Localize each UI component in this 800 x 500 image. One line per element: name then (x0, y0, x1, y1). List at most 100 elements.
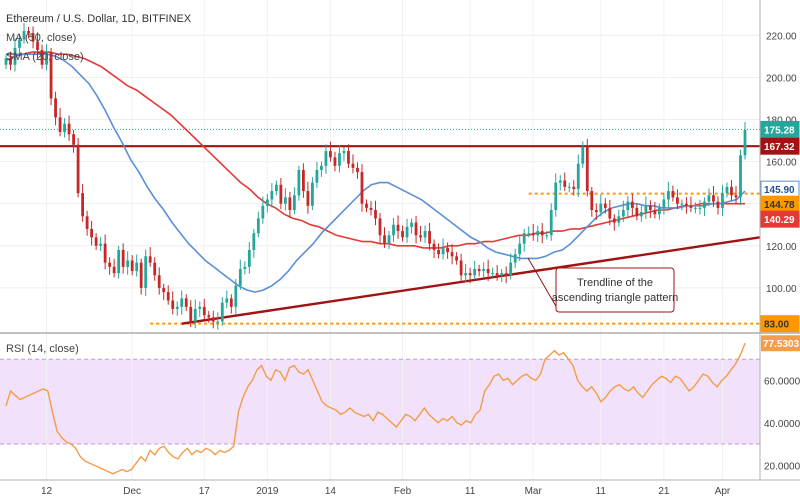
candle-body (617, 216, 621, 223)
candle-body (500, 273, 504, 276)
candle-body (378, 218, 382, 236)
candle-body (725, 186, 729, 194)
candle-body (730, 186, 733, 196)
candle-body (117, 250, 121, 274)
candle-body (198, 306, 202, 309)
candle-body (135, 262, 139, 272)
candle-body (635, 207, 639, 217)
candle-body (716, 201, 720, 208)
candle-body (405, 226, 409, 238)
candle-body (292, 195, 296, 210)
candle-body (112, 266, 116, 274)
candle-body (22, 31, 26, 40)
candle-body (58, 117, 62, 133)
candle-body (666, 191, 670, 200)
candle-body (252, 233, 256, 250)
candle-body (157, 275, 161, 288)
candle-body (653, 210, 657, 215)
candle-body (144, 256, 148, 288)
candle-body (689, 205, 693, 208)
candle-body (180, 298, 184, 307)
candle-body (103, 243, 107, 263)
candle-body (477, 268, 481, 272)
rsi-last-badge (761, 335, 800, 352)
time-tick-label: 12 (41, 486, 53, 497)
candle-body (202, 306, 206, 316)
candle-body (680, 203, 684, 205)
candle-body (9, 58, 12, 65)
candle-body (126, 260, 130, 267)
candle-body (590, 191, 594, 210)
candle-body (567, 186, 571, 188)
candle-body (189, 306, 193, 322)
time-tick-label: Dec (123, 486, 141, 497)
time-tick-label: Apr (715, 486, 731, 497)
candle-body (288, 197, 292, 210)
candle-body (464, 273, 468, 276)
candle-body (306, 191, 310, 206)
candle-body (639, 212, 643, 217)
ma50-badge (760, 210, 800, 228)
candle-body (694, 207, 697, 209)
candle-body (311, 182, 314, 206)
trendline-annotation: Trendline of the ascending triangle patt… (527, 257, 679, 313)
candle-body (270, 191, 274, 200)
candle-body (356, 167, 359, 173)
candle-body (721, 193, 724, 208)
candle-body (247, 250, 251, 267)
rsi-last-badge-text: 77.5303 (763, 339, 800, 350)
candle-body (360, 172, 364, 204)
candle-body (603, 203, 607, 208)
candle-body (473, 268, 477, 276)
candle-body (90, 228, 94, 238)
candle-body (175, 306, 179, 309)
candle-body (220, 302, 224, 322)
price-tick-label: 200.00 (766, 73, 797, 84)
candle-body (468, 273, 472, 276)
candle-body (63, 123, 66, 133)
rsi-legend: RSI (14, close) (6, 343, 79, 355)
time-tick-label: 17 (199, 486, 211, 497)
candle-body (36, 41, 39, 50)
candle-body (594, 210, 598, 213)
candle-body (459, 260, 463, 276)
candle-body (108, 262, 112, 267)
candle-body (558, 180, 562, 183)
candle-body (698, 207, 702, 209)
candle-body (279, 184, 283, 204)
candle-body (121, 250, 125, 267)
candle-body (162, 287, 166, 293)
time-tick-label: 2019 (256, 486, 279, 497)
candle-body (166, 292, 170, 301)
time-tick-label: 11 (465, 486, 476, 497)
candle-body (585, 146, 589, 192)
candle-body (419, 235, 422, 238)
candle-body (45, 52, 48, 65)
candle-body (612, 218, 616, 223)
candle-body (486, 268, 490, 274)
rsi-tick-label: 40.0000 (764, 419, 800, 430)
candle-body (374, 210, 377, 219)
candle-body (229, 298, 233, 307)
candle-body (27, 31, 30, 34)
trendline (181, 236, 761, 325)
legend-sma20: SMA (20, close) (6, 51, 84, 63)
ma50-badge-text: 140.29 (764, 215, 795, 226)
candle-body (630, 201, 634, 208)
candle-body (234, 285, 238, 307)
candle-body (482, 268, 486, 272)
candle-body (676, 197, 679, 204)
candle-body (703, 201, 706, 208)
candle-body (455, 256, 459, 261)
candle-body (94, 237, 98, 246)
candle-body (554, 182, 558, 210)
time-tick-label: 11 (596, 486, 607, 497)
annotation-text-line2: ascending triangle pattern (552, 292, 679, 304)
annotation-pointer (527, 257, 558, 309)
candle-body (338, 153, 341, 166)
candle-body (518, 243, 522, 255)
candle-body (387, 235, 391, 244)
candle-body (297, 170, 301, 196)
price-tick-label: 160.00 (766, 158, 797, 169)
candle-body (274, 184, 278, 192)
